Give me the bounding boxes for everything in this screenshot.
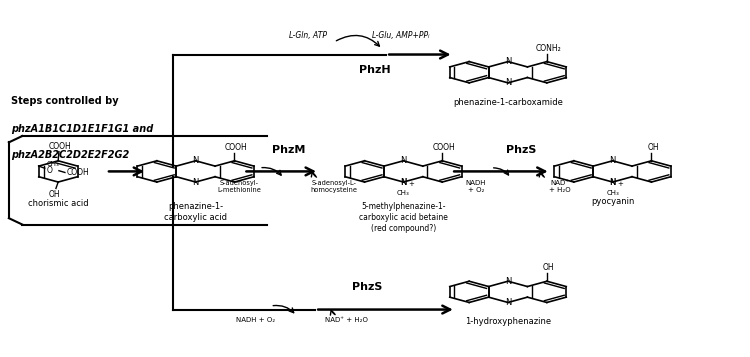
Text: phzA1B1C1D1E1F1G1 and: phzA1B1C1D1E1F1G1 and [11,124,153,134]
Text: 5-methylphenazine-1-
carboxylic acid betaine
(red compound?): 5-methylphenazine-1- carboxylic acid bet… [359,201,448,233]
Text: N: N [610,177,616,187]
Text: phenazine-1-carboxamide: phenazine-1-carboxamide [453,98,563,107]
Text: CH₃: CH₃ [606,190,619,196]
Text: Steps controlled by: Steps controlled by [11,96,119,106]
Text: N: N [610,177,616,187]
Text: PhzS: PhzS [506,145,536,156]
Text: N: N [505,78,512,87]
Text: OH: OH [647,143,658,152]
Text: +: + [408,181,414,187]
Text: S-adenosyl-
L-methionine: S-adenosyl- L-methionine [217,180,261,193]
Text: L-Glu, AMP+PPᵢ: L-Glu, AMP+PPᵢ [373,31,430,40]
Text: N: N [193,156,199,165]
Text: N: N [505,57,512,66]
Text: COOH: COOH [48,142,71,151]
Text: N: N [505,298,512,307]
Text: COOH: COOH [67,168,89,177]
Text: CH₃: CH₃ [46,161,59,167]
Text: S-adenosyl-L-
homocysteine: S-adenosyl-L- homocysteine [310,180,358,193]
Text: CH₃: CH₃ [397,190,410,196]
Text: N: N [400,177,406,187]
Text: PhzS: PhzS [352,282,382,292]
Text: PhzH: PhzH [359,65,391,75]
Text: N: N [505,277,512,286]
Text: NAD⁺ + H₂O: NAD⁺ + H₂O [326,317,368,323]
Text: N: N [193,177,199,187]
Text: phenazine-1-
carboxylic acid: phenazine-1- carboxylic acid [164,201,227,222]
Text: +: + [617,181,623,187]
Text: L-Gln, ATP: L-Gln, ATP [289,31,327,40]
Text: phzA2B2C2D2E2F2G2: phzA2B2C2D2E2F2G2 [11,151,129,161]
Text: N: N [610,156,616,165]
Text: OH: OH [49,190,60,199]
Text: pyocyanin: pyocyanin [591,197,634,206]
Text: CONH₂: CONH₂ [536,44,561,53]
Text: NADH
+ O₂: NADH + O₂ [466,180,486,193]
Text: N: N [400,156,406,165]
Text: N: N [400,177,406,187]
Text: COOH: COOH [432,143,455,152]
Text: COOH: COOH [224,143,248,152]
Text: 1-hydroxyphenazine: 1-hydroxyphenazine [465,317,551,326]
Text: O: O [46,166,52,175]
Text: NADH + O₂: NADH + O₂ [236,317,275,323]
Text: chorismic acid: chorismic acid [28,199,88,208]
Text: NAD⁺
+ H₂O: NAD⁺ + H₂O [550,180,571,193]
Text: OH: OH [542,263,554,272]
Text: PhzM: PhzM [272,145,306,156]
